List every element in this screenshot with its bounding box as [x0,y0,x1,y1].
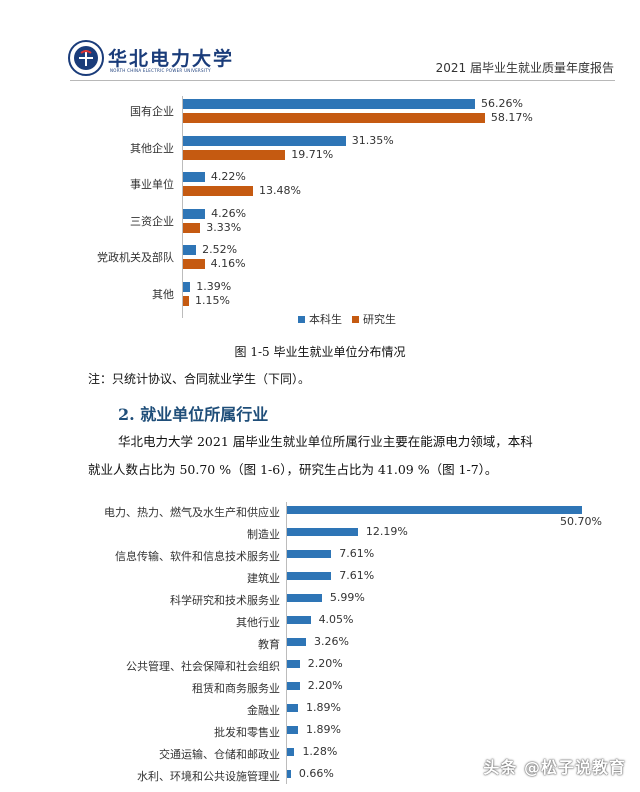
category-label: 三资企业 [130,214,174,228]
watermark: 头条 @松子说教育 [483,758,626,777]
bar-industry [287,616,311,624]
value-label: 2.20% [307,679,343,692]
category-label: 建筑业 [247,572,280,585]
chart1-axis [182,96,183,318]
category-label: 教育 [258,638,280,651]
bar-industry [287,528,358,536]
bar-grad [183,222,201,233]
figure-caption: 图 1-5 毕业生就业单位分布情况 [234,345,406,359]
bar-grad [183,186,253,196]
chart2-axis [286,502,287,784]
value-label: 1.28% [302,745,338,758]
bar-undergrad [183,281,191,292]
value-label: 50.70% [560,515,602,528]
value-label: 4.05% [318,613,354,626]
bar-grad [183,149,286,160]
bar-industry [287,682,300,690]
report-title: 2021 届毕业生就业质量年度报告 [435,61,614,75]
category-label: 党政机关及部队 [97,251,174,264]
value-label-grad: 19.71% [291,147,334,161]
bar-industry [287,726,298,734]
chart-industry: 电力、热力、燃气及水生产和供应业 50.70% 制造业 12.19% 信息传输、软件和信… [0,498,640,792]
value-label-grad: 13.48% [258,184,301,197]
legend-item-undergrad: 本科生 [298,311,342,327]
bar-undergrad [183,135,346,146]
legend-item-grad: 研究生 [352,311,396,327]
section-heading: 2. 就业单位所属行业 [118,405,269,424]
value-label-undergrad: 4.22% [210,170,246,183]
page-header: 华北电力大学 NORTH CHINA ELECTRIC POWER UNIVER… [0,0,640,84]
paragraph-line-2: 就业人数占比为 50.70 %（图 1-6），研究生占比为 41.09 %（图 … [88,462,498,477]
value-label-undergrad: 31.35% [351,133,394,147]
category-label: 公共管理、社会保障和社会组织 [126,660,280,673]
logo-subtitle: NORTH CHINA ELECTRIC POWER UNIVERSITY [110,68,211,73]
bar-grad [183,295,189,306]
note-text: 注：只统计协议、合同就业学生（下同）。 [88,372,311,386]
value-label: 12.19% [365,525,408,538]
category-label: 事业单位 [130,178,174,191]
bar-industry [287,748,295,756]
category-label: 国有企业 [130,105,174,118]
category-label: 制造业 [247,528,280,541]
value-label-undergrad: 2.52% [202,243,238,256]
category-label: 水利、环境和公共设施管理业 [137,770,280,783]
bar-industry [287,704,298,712]
value-label-grad: 58.17% [490,111,533,124]
value-label: 7.61% [339,569,375,582]
university-logo-icon [68,40,104,76]
value-label-undergrad: 56.26% [481,97,523,110]
bar-grad [183,259,205,269]
legend-label-grad: 研究生 [363,313,396,326]
bar-undergrad [183,245,197,255]
header-divider [70,80,615,81]
value-label-grad: 3.33% [206,220,242,234]
bar-industry [287,770,291,778]
value-label: 3.26% [313,635,349,648]
bar-undergrad [183,208,206,219]
category-label: 其他企业 [130,141,174,155]
category-label: 批发和零售业 [214,726,280,739]
value-label: 0.66% [298,767,334,780]
bar-industry [287,594,322,602]
value-label: 7.61% [339,547,375,560]
bar-undergrad [183,99,475,109]
legend-swatch-undergrad [298,315,305,323]
bar-industry [287,638,306,646]
paragraph-line-1: 华北电力大学 2021 届毕业生就业单位所属行业主要在能源电力领域，本科 [118,434,533,449]
bar-industry [287,660,300,668]
value-label: 1.89% [305,723,341,736]
logo-text: 华北电力大学 [108,48,235,70]
legend-swatch-grad [352,315,359,323]
chart1-legend: 本科生 研究生 [298,311,396,327]
category-label: 其他行业 [236,616,280,629]
value-label-undergrad: 4.26% [211,206,247,220]
category-label: 租赁和商务服务业 [192,682,280,695]
value-label: 2.20% [307,657,343,670]
bar-undergrad [183,172,205,182]
bar-industry [287,550,332,558]
chart-employer-type: 国有企业 56.26% 58.17% 其他企业 31.35% 19.71% 事业单位 4.22… [0,88,640,328]
value-label-grad: 4.16% [210,257,246,270]
category-label: 电力、热力、燃气及水生产和供应业 [104,506,280,519]
category-label: 交通运输、仓储和邮政业 [159,748,280,761]
value-label-grad: 1.15% [194,293,230,307]
bar-industry [287,572,332,580]
bar-grad [183,113,485,123]
value-label: 1.89% [305,701,341,714]
category-label: 其他 [152,287,174,301]
category-label: 信息传输、软件和信息技术服务业 [115,550,280,563]
bar-industry [287,506,582,514]
value-label: 5.99% [329,591,365,604]
value-label-undergrad: 1.39% [196,279,232,293]
category-label: 金融业 [247,704,280,717]
legend-label-undergrad: 本科生 [309,313,342,326]
category-label: 科学研究和技术服务业 [170,594,280,607]
